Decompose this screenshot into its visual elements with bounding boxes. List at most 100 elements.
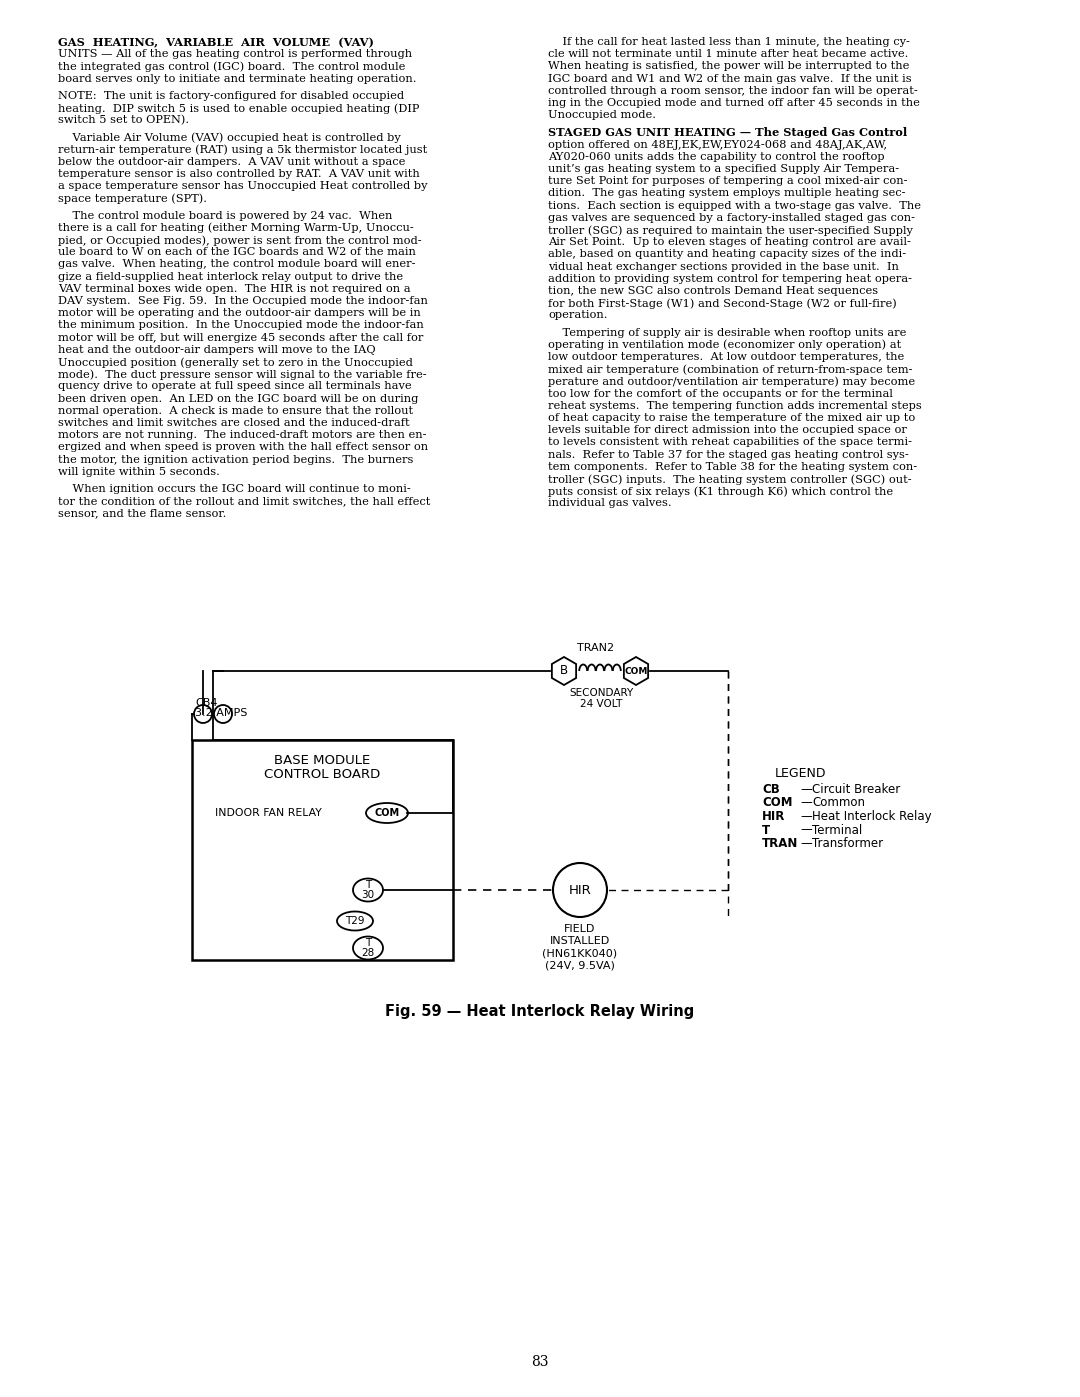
Text: 3.2 AMPS: 3.2 AMPS xyxy=(195,708,247,718)
Text: VAV terminal boxes wide open.  The HIR is not required on a: VAV terminal boxes wide open. The HIR is… xyxy=(58,284,410,293)
Text: able, based on quantity and heating capacity sizes of the indi-: able, based on quantity and heating capa… xyxy=(548,250,906,260)
Text: Terminal: Terminal xyxy=(812,823,862,837)
Text: below the outdoor-air dampers.  A VAV unit without a space: below the outdoor-air dampers. A VAV uni… xyxy=(58,156,405,166)
Text: nals.  Refer to Table 37 for the staged gas heating control sys-: nals. Refer to Table 37 for the staged g… xyxy=(548,450,908,460)
Text: Variable Air Volume (VAV) occupied heat is controlled by: Variable Air Volume (VAV) occupied heat … xyxy=(58,133,401,142)
Text: ergized and when speed is proven with the hall effect sensor on: ergized and when speed is proven with th… xyxy=(58,443,428,453)
Text: Unoccupied mode.: Unoccupied mode. xyxy=(548,110,656,120)
Text: tions.  Each section is equipped with a two-stage gas valve.  The: tions. Each section is equipped with a t… xyxy=(548,201,921,211)
Text: cle will not terminate until 1 minute after heat became active.: cle will not terminate until 1 minute af… xyxy=(548,49,908,59)
Text: for both First-Stage (W1) and Second-Stage (W2 or full-fire): for both First-Stage (W1) and Second-Sta… xyxy=(548,298,896,309)
Text: sensor, and the flame sensor.: sensor, and the flame sensor. xyxy=(58,509,227,518)
Text: B: B xyxy=(559,665,568,678)
Text: HIR: HIR xyxy=(762,810,785,823)
Text: Unoccupied position (generally set to zero in the Unoccupied: Unoccupied position (generally set to ze… xyxy=(58,358,413,367)
Text: tion, the new SGC also controls Demand Heat sequences: tion, the new SGC also controls Demand H… xyxy=(548,286,878,296)
Text: TRAN: TRAN xyxy=(762,837,798,849)
Text: (HN61KK040): (HN61KK040) xyxy=(542,949,618,958)
Text: gas valve.  When heating, the control module board will ener-: gas valve. When heating, the control mod… xyxy=(58,260,416,270)
Text: board serves only to initiate and terminate heating operation.: board serves only to initiate and termin… xyxy=(58,74,417,84)
Text: levels suitable for direct admission into the occupied space or: levels suitable for direct admission int… xyxy=(548,425,907,436)
Text: tem components.  Refer to Table 38 for the heating system con-: tem components. Refer to Table 38 for th… xyxy=(548,462,917,472)
Text: option offered on 48EJ,EK,EW,EY024-068 and 48AJ,AK,AW,: option offered on 48EJ,EK,EW,EY024-068 a… xyxy=(548,140,887,149)
Text: —: — xyxy=(800,810,812,823)
Text: gas valves are sequenced by a factory-installed staged gas con-: gas valves are sequenced by a factory-in… xyxy=(548,212,915,222)
Text: ule board to W on each of the IGC boards and W2 of the main: ule board to W on each of the IGC boards… xyxy=(58,247,416,257)
Text: If the call for heat lasted less than 1 minute, the heating cy-: If the call for heat lasted less than 1 … xyxy=(548,36,909,47)
Text: INDOOR FAN RELAY: INDOOR FAN RELAY xyxy=(215,807,322,819)
Text: IGC board and W1 and W2 of the main gas valve.  If the unit is: IGC board and W1 and W2 of the main gas … xyxy=(548,74,912,84)
Text: SECONDARY: SECONDARY xyxy=(569,687,633,698)
Text: too low for the comfort of the occupants or for the terminal: too low for the comfort of the occupants… xyxy=(548,388,893,398)
Text: return-air temperature (RAT) using a 5k thermistor located just: return-air temperature (RAT) using a 5k … xyxy=(58,145,428,155)
Text: normal operation.  A check is made to ensure that the rollout: normal operation. A check is made to ens… xyxy=(58,405,414,416)
Text: tor the condition of the rollout and limit switches, the hall effect: tor the condition of the rollout and lim… xyxy=(58,496,430,506)
Text: —: — xyxy=(800,837,812,849)
Text: The control module board is powered by 24 vac.  When: The control module board is powered by 2… xyxy=(58,211,392,221)
Text: When heating is satisfied, the power will be interrupted to the: When heating is satisfied, the power wil… xyxy=(548,61,909,71)
Text: T: T xyxy=(762,823,770,837)
Text: the minimum position.  In the Unoccupied mode the indoor-fan: the minimum position. In the Unoccupied … xyxy=(58,320,423,331)
Text: addition to providing system control for tempering heat opera-: addition to providing system control for… xyxy=(548,274,912,284)
Text: the motor, the ignition activation period begins.  The burners: the motor, the ignition activation perio… xyxy=(58,454,414,465)
Text: Heat Interlock Relay: Heat Interlock Relay xyxy=(812,810,932,823)
Text: TRAN2: TRAN2 xyxy=(578,643,615,652)
Text: INSTALLED: INSTALLED xyxy=(550,936,610,946)
Text: T: T xyxy=(365,937,372,949)
Text: mode).  The duct pressure sensor will signal to the variable fre-: mode). The duct pressure sensor will sig… xyxy=(58,369,427,380)
Text: the integrated gas control (IGC) board.  The control module: the integrated gas control (IGC) board. … xyxy=(58,61,405,73)
Text: mixed air temperature (combination of return-from-space tem-: mixed air temperature (combination of re… xyxy=(548,365,913,374)
Text: LEGEND: LEGEND xyxy=(774,767,826,780)
Text: 30: 30 xyxy=(362,890,375,900)
Text: heat and the outdoor-air dampers will move to the IAQ: heat and the outdoor-air dampers will mo… xyxy=(58,345,376,355)
Text: pied, or Occupied modes), power is sent from the control mod-: pied, or Occupied modes), power is sent … xyxy=(58,235,421,246)
Text: switches and limit switches are closed and the induced-draft: switches and limit switches are closed a… xyxy=(58,418,409,427)
Text: unit’s gas heating system to a specified Supply Air Tempera-: unit’s gas heating system to a specified… xyxy=(548,163,900,175)
Text: there is a call for heating (either Morning Warm-Up, Unoccu-: there is a call for heating (either Morn… xyxy=(58,222,414,233)
Text: AY020-060 units adds the capability to control the rooftop: AY020-060 units adds the capability to c… xyxy=(548,152,885,162)
Text: COM: COM xyxy=(624,666,648,676)
Text: FIELD: FIELD xyxy=(565,923,596,935)
Polygon shape xyxy=(624,657,648,685)
Text: CB4: CB4 xyxy=(195,698,217,708)
Text: Tempering of supply air is desirable when rooftop units are: Tempering of supply air is desirable whe… xyxy=(548,328,906,338)
Text: Fig. 59 — Heat Interlock Relay Wiring: Fig. 59 — Heat Interlock Relay Wiring xyxy=(386,1004,694,1018)
Text: operation.: operation. xyxy=(548,310,607,320)
Text: troller (SGC) inputs.  The heating system controller (SGC) out-: troller (SGC) inputs. The heating system… xyxy=(548,474,912,485)
Text: low outdoor temperatures.  At low outdoor temperatures, the: low outdoor temperatures. At low outdoor… xyxy=(548,352,904,362)
Bar xyxy=(192,740,453,960)
Text: troller (SGC) as required to maintain the user-specified Supply: troller (SGC) as required to maintain th… xyxy=(548,225,913,236)
Text: will ignite within 5 seconds.: will ignite within 5 seconds. xyxy=(58,467,220,476)
Polygon shape xyxy=(552,657,576,685)
Text: switch 5 set to OPEN).: switch 5 set to OPEN). xyxy=(58,115,189,126)
Text: been driven open.  An LED on the IGC board will be on during: been driven open. An LED on the IGC boar… xyxy=(58,394,418,404)
Text: reheat systems.  The tempering function adds incremental steps: reheat systems. The tempering function a… xyxy=(548,401,921,411)
Text: 28: 28 xyxy=(362,949,375,958)
Text: temperature sensor is also controlled by RAT.  A VAV unit with: temperature sensor is also controlled by… xyxy=(58,169,420,179)
Text: motor will be off, but will energize 45 seconds after the call for: motor will be off, but will energize 45 … xyxy=(58,332,423,342)
Text: STAGED GAS UNIT HEATING — The Staged Gas Control: STAGED GAS UNIT HEATING — The Staged Gas… xyxy=(548,127,907,138)
Text: Common: Common xyxy=(812,796,865,809)
Text: motor will be operating and the outdoor-air dampers will be in: motor will be operating and the outdoor-… xyxy=(58,309,421,319)
Text: perature and outdoor/ventilation air temperature) may become: perature and outdoor/ventilation air tem… xyxy=(548,376,915,387)
Text: BASE MODULE: BASE MODULE xyxy=(274,754,370,767)
Text: Air Set Point.  Up to eleven stages of heating control are avail-: Air Set Point. Up to eleven stages of he… xyxy=(548,237,910,247)
Text: —: — xyxy=(800,782,812,796)
Text: CB: CB xyxy=(762,782,780,796)
Text: space temperature (SPT).: space temperature (SPT). xyxy=(58,193,207,204)
Text: (24V, 9.5VA): (24V, 9.5VA) xyxy=(545,960,615,970)
Text: 83: 83 xyxy=(531,1355,549,1369)
Text: ture Set Point for purposes of tempering a cool mixed-air con-: ture Set Point for purposes of tempering… xyxy=(548,176,907,186)
Text: T: T xyxy=(365,880,372,890)
Text: NOTE:  The unit is factory-configured for disabled occupied: NOTE: The unit is factory-configured for… xyxy=(58,91,404,101)
Text: Transformer: Transformer xyxy=(812,837,883,849)
Text: of heat capacity to raise the temperature of the mixed air up to: of heat capacity to raise the temperatur… xyxy=(548,414,915,423)
Text: T29: T29 xyxy=(346,916,365,926)
Text: —: — xyxy=(800,796,812,809)
Text: dition.  The gas heating system employs multiple heating sec-: dition. The gas heating system employs m… xyxy=(548,189,905,198)
Text: When ignition occurs the IGC board will continue to moni-: When ignition occurs the IGC board will … xyxy=(58,483,410,495)
Text: HIR: HIR xyxy=(569,883,592,897)
Text: DAV system.  See Fig. 59.  In the Occupied mode the indoor-fan: DAV system. See Fig. 59. In the Occupied… xyxy=(58,296,428,306)
Text: individual gas valves.: individual gas valves. xyxy=(548,499,672,509)
Text: quency drive to operate at full speed since all terminals have: quency drive to operate at full speed si… xyxy=(58,381,411,391)
